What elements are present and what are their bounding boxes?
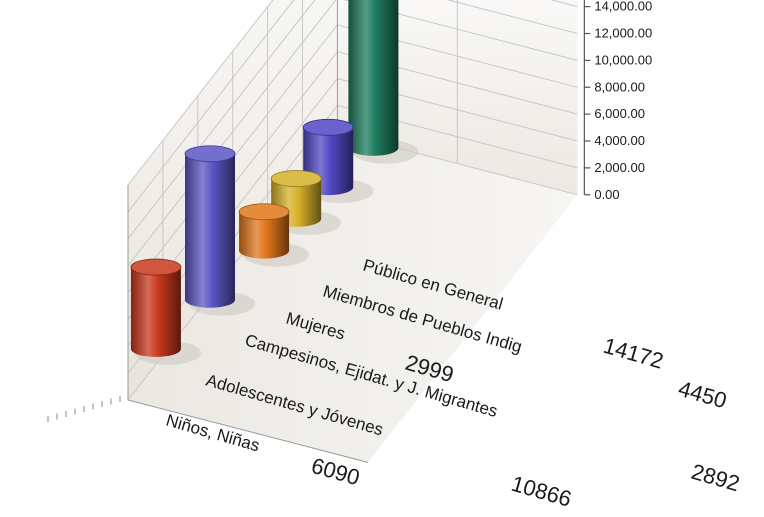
gridlines bbox=[47, 0, 578, 463]
data-label: 14172 bbox=[601, 333, 667, 374]
y-tick-label: 10,000.00 bbox=[594, 52, 652, 67]
y-tick-label: 2,000.00 bbox=[594, 160, 645, 175]
bar-body bbox=[348, 0, 399, 156]
bars bbox=[130, 0, 419, 365]
bar bbox=[238, 203, 310, 267]
y-axis: 0.00 2,000.00 4,000.00 6,000.00 8,000.00 10,0… bbox=[583, 0, 652, 202]
bar-top bbox=[130, 258, 182, 276]
frame-edge bbox=[127, 185, 369, 463]
bar-body bbox=[130, 267, 181, 357]
y-tick-label: 8,000.00 bbox=[594, 79, 645, 94]
bar bbox=[348, 0, 419, 164]
bar-body bbox=[239, 211, 290, 259]
y-tick-label: 14,000.00 bbox=[594, 0, 652, 14]
data-label: 4450 bbox=[676, 376, 730, 414]
y-tick-label: 0.00 bbox=[594, 187, 619, 202]
bar bbox=[130, 258, 201, 365]
bar bbox=[184, 145, 255, 316]
data-label: 10866 bbox=[509, 471, 575, 512]
bar-body bbox=[185, 153, 235, 308]
bar-top bbox=[184, 145, 236, 163]
y-tick-label: 4,000.00 bbox=[594, 133, 645, 148]
y-tick-label: 6,000.00 bbox=[594, 106, 645, 121]
bar-top bbox=[302, 118, 354, 136]
bar-top bbox=[238, 203, 290, 221]
floor bbox=[128, 132, 578, 463]
bar-top bbox=[270, 170, 322, 187]
data-label: 2892 bbox=[689, 459, 743, 497]
y-tick-label: 12,000.00 bbox=[594, 26, 652, 41]
